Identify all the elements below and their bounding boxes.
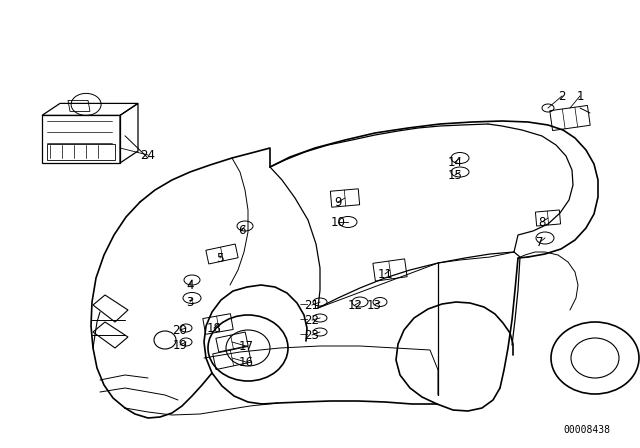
Text: —: — <box>300 331 308 340</box>
Text: 12: 12 <box>348 298 362 311</box>
Text: 7: 7 <box>536 236 544 249</box>
Text: 21: 21 <box>305 298 319 311</box>
Text: 8: 8 <box>538 215 546 228</box>
Text: 11: 11 <box>378 267 392 280</box>
Text: 19: 19 <box>173 339 188 352</box>
Text: 3: 3 <box>186 296 194 309</box>
Text: 5: 5 <box>216 251 224 264</box>
Text: 10: 10 <box>331 215 346 228</box>
Text: 13: 13 <box>367 298 381 311</box>
Text: 17: 17 <box>239 340 253 353</box>
Text: —: — <box>300 315 308 324</box>
Text: 4: 4 <box>186 279 194 292</box>
Text: 1: 1 <box>576 90 584 103</box>
Text: 9: 9 <box>334 195 342 208</box>
Text: 14: 14 <box>447 155 463 168</box>
Text: 22: 22 <box>305 314 319 327</box>
Text: 24: 24 <box>141 148 156 161</box>
Text: 00008438: 00008438 <box>563 425 610 435</box>
Text: 15: 15 <box>447 168 463 181</box>
Text: 20: 20 <box>173 323 188 336</box>
Text: 6: 6 <box>238 224 246 237</box>
Text: 18: 18 <box>207 322 221 335</box>
Text: 16: 16 <box>239 356 253 369</box>
Text: —: — <box>300 301 308 310</box>
Text: 2: 2 <box>558 90 566 103</box>
Text: 23: 23 <box>305 328 319 341</box>
